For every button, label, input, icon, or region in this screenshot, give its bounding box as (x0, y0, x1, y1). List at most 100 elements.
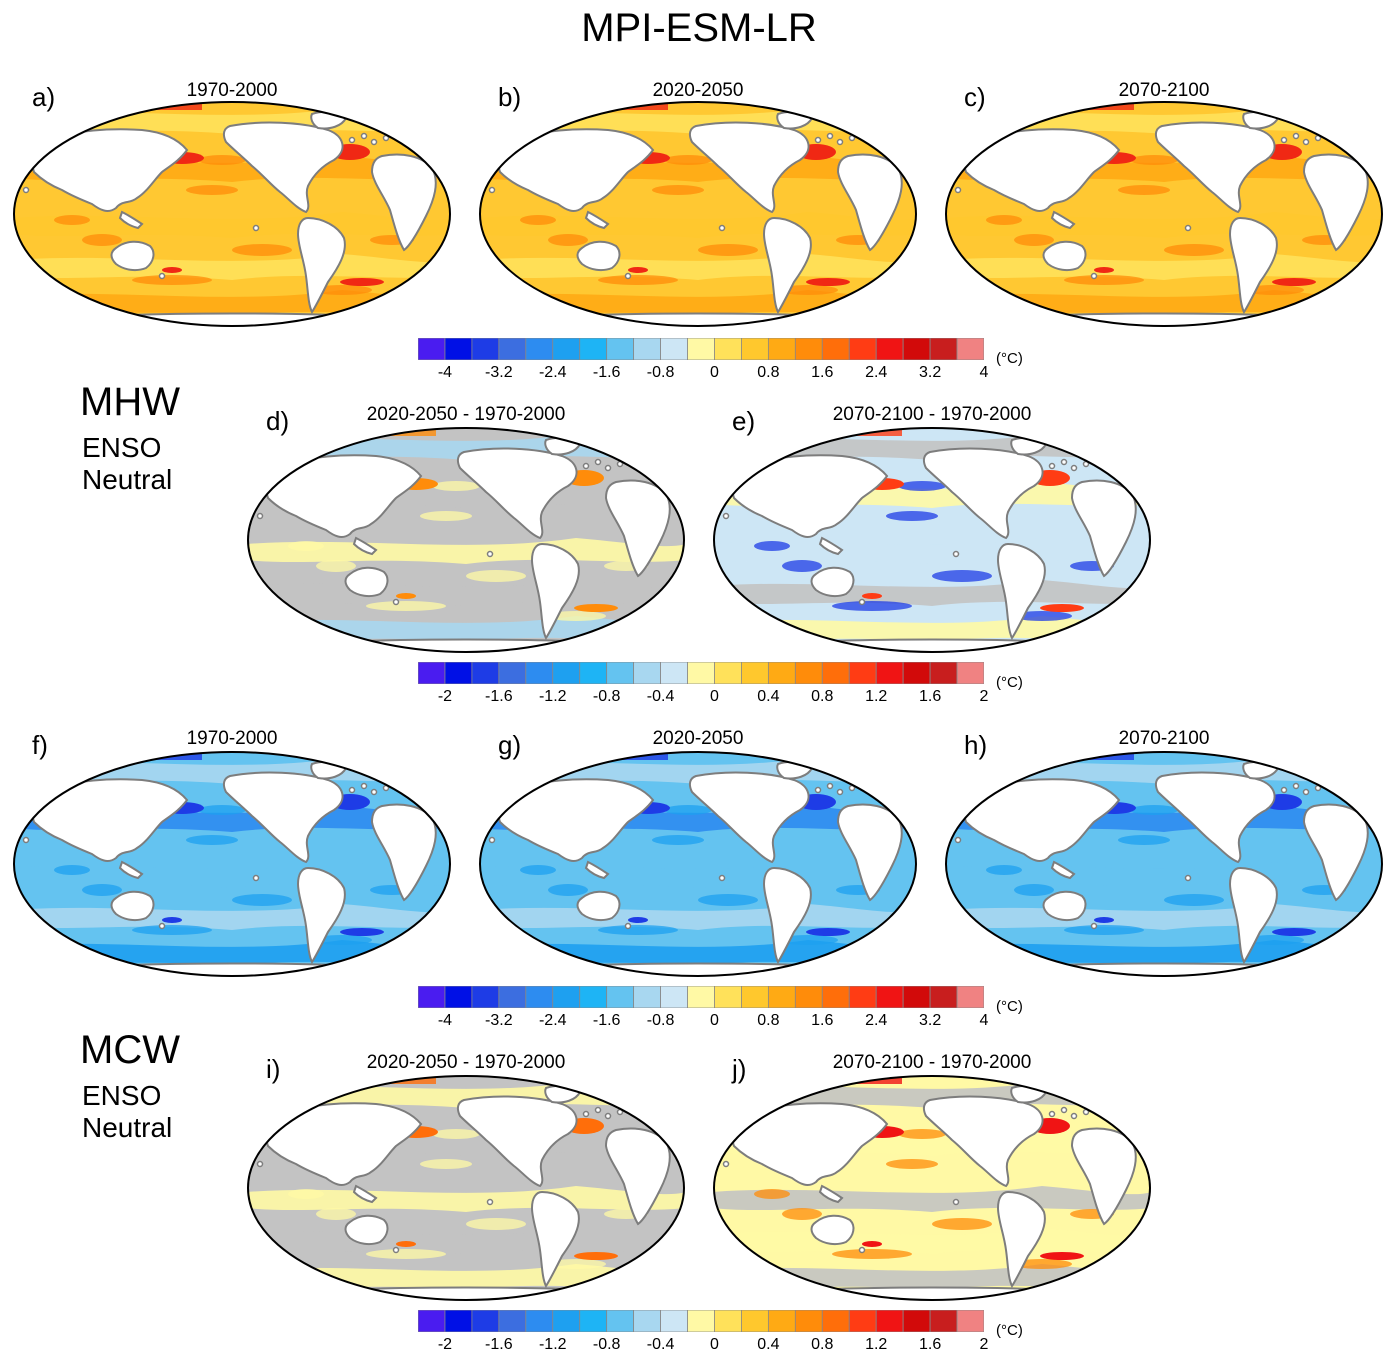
colorbar-tick-label: 3.2 (918, 364, 942, 381)
colorbar-swatch (821, 986, 850, 1008)
colorbar-tick-labels: -2 -1.6 -1.2 -0.8 -0.4 0 0.4 0.8 1.2 1.6 2 (418, 1336, 989, 1356)
land-namerica (456, 447, 578, 540)
land-island (360, 132, 368, 140)
colorbar-swatch (929, 662, 958, 684)
hotspot-tasman (628, 917, 648, 923)
colorbar-swatch (498, 1310, 527, 1332)
land-island (348, 786, 356, 794)
ocean-patch (782, 1208, 822, 1220)
land-island (954, 836, 962, 844)
hotspot-tasman (396, 1241, 416, 1247)
colorbar-swatch (498, 986, 527, 1008)
land-island (488, 836, 496, 844)
colorbar-swatch (418, 338, 446, 360)
hotspot-tasman (1094, 917, 1114, 923)
world-map (479, 751, 917, 977)
land-asia (731, 454, 889, 538)
panel-letter: d) (266, 406, 290, 436)
colorbar-tick-label: 4 (979, 364, 989, 381)
ocean-field (946, 752, 1382, 976)
colorbar-swatch (687, 338, 715, 360)
colorbar-tick-label: -2 (437, 1336, 453, 1353)
ocean-patch (420, 511, 472, 521)
land-australia (576, 890, 621, 922)
ocean-field (714, 1076, 1150, 1300)
land-namerica (922, 447, 1044, 540)
land-australia (810, 566, 855, 598)
colorbar-tick-label: 0.8 (811, 688, 834, 705)
ocean-field (14, 102, 450, 326)
map-border (713, 427, 1151, 653)
hotspot-south-atlantic (1040, 604, 1084, 612)
colorbar-tick-label: 0.8 (757, 364, 780, 381)
ocean-band (946, 940, 1382, 966)
hotspot-tasman (162, 267, 182, 273)
land-island (256, 512, 264, 520)
colorbar-swatches (418, 662, 984, 684)
colorbar-tick-labels: -4 -3.2 -2.4 -1.6 -0.8 0 0.8 1.6 2.4 3.2 4 (418, 364, 989, 384)
panel-letter: f) (32, 730, 48, 760)
panel-title: 2070-2100 - 1970-2000 (832, 404, 1032, 425)
panel-letter: b) (498, 82, 522, 112)
land-asia (265, 1102, 423, 1186)
colorbar-tick-label: 0 (710, 364, 719, 381)
ocean-patch (778, 285, 838, 295)
colorbar-swatch (579, 338, 608, 360)
ocean-patch (1130, 805, 1178, 815)
colorbar-tick-label: -3.2 (485, 364, 513, 381)
ocean-patch (1244, 285, 1304, 295)
colorbar-swatch (929, 986, 958, 1008)
ocean-patch (82, 234, 122, 246)
ocean-band (14, 940, 450, 966)
land-samerica (530, 542, 580, 640)
colorbar-tick-label: -1.6 (592, 364, 621, 381)
colorbar-swatch (794, 338, 823, 360)
ocean-patch (186, 185, 238, 195)
hotspot-south-atlantic (806, 278, 850, 286)
colorbar-swatch (444, 986, 473, 1008)
colorbar-swatch (525, 338, 554, 360)
land-island (22, 836, 30, 844)
land-island (494, 156, 502, 164)
land-namerica (1154, 771, 1276, 864)
colorbar-swatch (902, 1310, 931, 1332)
colorbar-swatch (471, 338, 500, 360)
colorbar-swatch (552, 662, 581, 684)
land-island (370, 138, 378, 146)
land-island (722, 1160, 730, 1168)
colorbar-swatch (821, 338, 850, 360)
colorbar-swatch (525, 662, 554, 684)
colorbar-swatch (444, 1310, 473, 1332)
ocean-patch (232, 894, 292, 906)
ocean-patch (1012, 611, 1072, 621)
world-map (13, 751, 451, 977)
map-border (247, 427, 685, 653)
land-samerica (1228, 866, 1278, 964)
ocean-patch (366, 601, 446, 611)
colorbar-swatch (498, 338, 527, 360)
hotspot-tasman (162, 917, 182, 923)
land-namerica (456, 1095, 578, 1188)
colorbar-tick-label: -0.8 (592, 688, 621, 705)
colorbar-tick-label: -2.4 (538, 364, 567, 381)
colorbar-tick-label: 1.6 (918, 688, 942, 705)
land-island (604, 1112, 612, 1120)
colorbar-unit: (°C) (996, 350, 1023, 367)
land-antarctic (537, 312, 859, 326)
ocean-patch (898, 1129, 946, 1139)
panel-title: 1970-2000 (186, 80, 278, 101)
land-australia (344, 566, 389, 598)
section-sub-neutral-mcw: Neutral (82, 1112, 173, 1143)
ocean-patch (232, 244, 292, 256)
colorbar-swatch (418, 662, 446, 684)
ocean-patch (312, 285, 372, 295)
colorbar-swatch (579, 986, 608, 1008)
land-island (28, 156, 36, 164)
ocean-field (248, 1076, 684, 1300)
ocean-band (714, 616, 1150, 642)
colorbar-tick-label: -4 (437, 1012, 453, 1029)
colorbar-swatch (606, 986, 635, 1008)
land-island (360, 782, 368, 790)
colorbar-swatch (660, 338, 688, 360)
land-island (252, 874, 260, 882)
